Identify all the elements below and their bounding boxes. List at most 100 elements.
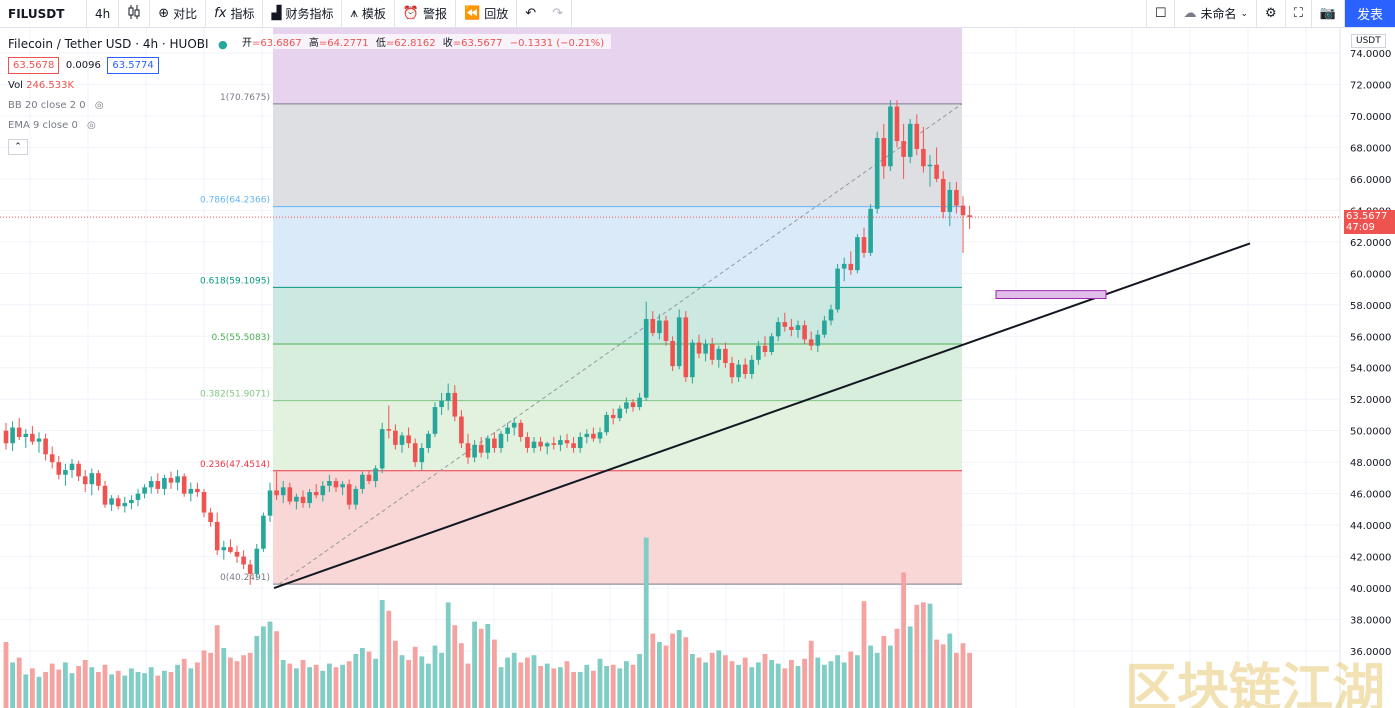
candle-body <box>399 435 405 445</box>
candle-body <box>716 348 722 360</box>
candle-body <box>881 137 887 167</box>
volume-bar <box>828 661 834 708</box>
candle-body <box>947 189 953 212</box>
candle-body <box>360 474 365 489</box>
volume-bar <box>894 628 900 708</box>
candlesticks <box>3 100 972 585</box>
bid-price[interactable]: 63.5678 <box>8 57 60 74</box>
candle-body <box>822 320 827 335</box>
candle-body <box>551 443 557 445</box>
candle-body <box>723 348 728 364</box>
candle-body <box>696 342 702 354</box>
replay-button[interactable]: ⏪ 回放 <box>456 0 518 27</box>
candle-body <box>531 441 537 448</box>
candle-body <box>148 481 154 488</box>
candle-body <box>637 397 642 408</box>
candle-body <box>940 178 946 212</box>
save-layout-button[interactable]: ☁ 未命名 ⌄ <box>1175 0 1258 27</box>
interval-button[interactable]: 4h <box>87 0 120 27</box>
fib-level-label: 0.236(47.4514) <box>200 460 270 470</box>
candle-body <box>162 477 167 489</box>
bb-legend[interactable]: BB 20 close 2 0 ◎ <box>8 96 228 116</box>
cloud-icon: ☁ <box>1183 6 1197 21</box>
fibonacci-retracement: 0(40.2491) 0.236(47.4514) 0.382(51.9071) 0.… <box>200 28 963 585</box>
publish-button[interactable]: 发表 <box>1344 0 1395 27</box>
candle-body <box>188 488 194 494</box>
eye-off-icon[interactable]: ◎ <box>87 120 96 131</box>
volume-bar <box>439 652 444 708</box>
volume-bar <box>346 661 352 708</box>
volume-bar <box>690 654 695 708</box>
templates-button[interactable]: ⩚ 模板 <box>342 0 395 27</box>
collapse-legend-button[interactable]: ⌃ <box>8 139 28 155</box>
volume-bar <box>115 670 121 708</box>
high-label: 高 <box>308 38 319 49</box>
candle-body <box>122 503 128 507</box>
undo-button[interactable]: ↶ <box>517 0 544 27</box>
volume-bar <box>89 667 95 708</box>
candle-body <box>419 447 425 463</box>
bb-label: BB 20 close 2 0 <box>8 100 86 111</box>
volume-bar <box>478 628 484 708</box>
undo-icon: ↶ <box>525 6 537 21</box>
volume-bar <box>109 674 114 708</box>
candle-body <box>30 433 35 442</box>
eye-off-icon[interactable]: ◎ <box>94 100 104 111</box>
volume-bar <box>914 604 920 708</box>
ema-legend[interactable]: EMA 9 close 0 ◎ <box>8 116 228 136</box>
volume-bars <box>3 537 972 708</box>
ask-price[interactable]: 63.5774 <box>107 57 159 74</box>
candle-body <box>921 148 926 167</box>
layout-button[interactable]: ☐ <box>1145 0 1176 27</box>
currency-badge[interactable]: USDT <box>1351 34 1386 48</box>
candle-body <box>749 359 755 375</box>
compare-button[interactable]: ⊕ 对比 <box>150 0 207 27</box>
volume-bar <box>135 672 141 708</box>
candle-body <box>742 364 748 375</box>
candle-body <box>247 564 253 574</box>
fib-level-label: 0.382(51.9071) <box>200 390 270 400</box>
settings-button[interactable]: ⚙ <box>1257 0 1286 27</box>
volume-bar <box>129 668 134 708</box>
candle-body <box>868 208 873 253</box>
volume-bar <box>82 660 88 708</box>
symbol-search-button[interactable]: FILUSDT <box>0 0 87 27</box>
price-tick-label: 52.0000 <box>1350 395 1391 406</box>
candle-body <box>76 463 81 477</box>
volume-bar <box>445 602 451 708</box>
candle-body <box>703 344 708 354</box>
publish-label: 发表 <box>1356 8 1383 23</box>
candle-body <box>452 392 458 417</box>
volume-bar <box>214 625 220 708</box>
fullscreen-button[interactable]: ⛶ <box>1286 0 1312 27</box>
alert-button[interactable]: ⏰ 警报 <box>395 0 457 27</box>
volume-bar <box>822 664 827 708</box>
volume-bar <box>907 626 913 708</box>
candle-body <box>564 440 570 444</box>
volume-bar <box>808 640 814 708</box>
redo-button[interactable]: ↷ <box>544 0 573 27</box>
volume-bar <box>280 660 286 708</box>
candle-body <box>115 498 121 507</box>
price-tick-label: 60.0000 <box>1350 269 1391 280</box>
candle-body <box>808 339 814 346</box>
financials-button[interactable]: ▟ 财务指标 <box>263 0 343 27</box>
volume-bar <box>459 643 464 708</box>
candle-body <box>650 318 656 334</box>
indicators-button[interactable]: fx 指标 <box>206 0 264 27</box>
chevron-up-icon: ⌃ <box>14 142 22 152</box>
snapshot-button[interactable]: 📷 <box>1312 0 1345 27</box>
candle-body <box>815 334 821 346</box>
candle-body <box>558 440 563 445</box>
price-tick-label: 46.0000 <box>1350 490 1391 501</box>
volume-bar <box>967 652 972 708</box>
fib-zone <box>273 287 962 345</box>
volume-bar <box>881 636 887 708</box>
candle-body <box>861 237 867 253</box>
candle-body <box>769 336 774 352</box>
template-icon: ⩚ <box>350 6 358 21</box>
chart-type-button[interactable] <box>119 0 151 27</box>
vol-label: Vol <box>8 80 23 91</box>
candle-body <box>485 438 491 453</box>
